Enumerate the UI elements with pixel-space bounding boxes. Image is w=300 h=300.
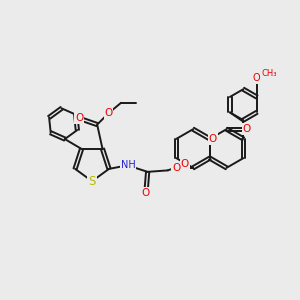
Text: O: O xyxy=(253,73,260,83)
Text: O: O xyxy=(75,113,83,123)
Text: O: O xyxy=(172,163,180,173)
Text: O: O xyxy=(141,188,150,198)
Text: O: O xyxy=(209,134,217,144)
Text: NH: NH xyxy=(121,160,135,170)
Text: CH₃: CH₃ xyxy=(261,69,277,78)
Text: O: O xyxy=(242,124,250,134)
Text: S: S xyxy=(88,175,96,188)
Text: O: O xyxy=(181,159,189,169)
Text: O: O xyxy=(104,108,112,118)
